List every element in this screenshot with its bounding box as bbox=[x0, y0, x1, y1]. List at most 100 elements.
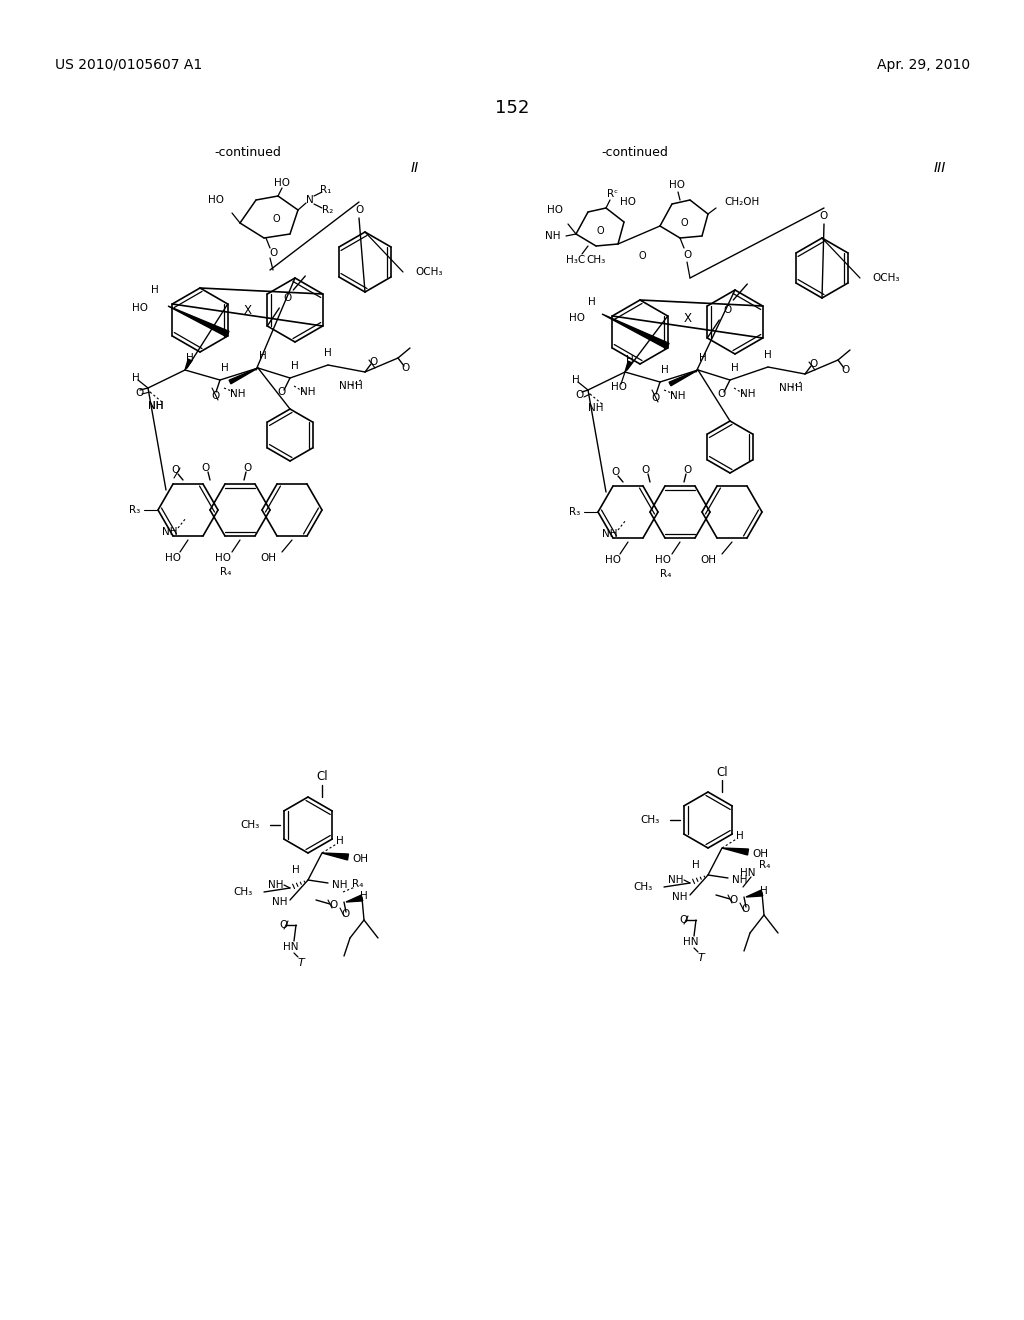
Text: O: O bbox=[575, 389, 584, 400]
Text: O: O bbox=[642, 465, 650, 475]
Text: O: O bbox=[820, 211, 828, 220]
Text: OCH₃: OCH₃ bbox=[872, 273, 899, 282]
Text: X: X bbox=[684, 312, 692, 325]
Text: O: O bbox=[651, 393, 659, 403]
Text: O: O bbox=[278, 387, 286, 397]
Text: H₃C: H₃C bbox=[566, 255, 586, 265]
Text: CH₃: CH₃ bbox=[587, 255, 605, 265]
Text: X: X bbox=[244, 304, 252, 317]
Text: NH: NH bbox=[545, 231, 560, 242]
Text: NH: NH bbox=[148, 401, 164, 411]
Text: HN: HN bbox=[284, 942, 299, 952]
Text: R₃: R₃ bbox=[568, 507, 580, 517]
Text: O: O bbox=[809, 359, 817, 370]
Text: O: O bbox=[244, 463, 252, 473]
Text: O: O bbox=[596, 226, 604, 236]
Text: NH: NH bbox=[588, 403, 604, 413]
Text: HO: HO bbox=[208, 195, 224, 205]
Text: NH: NH bbox=[148, 401, 164, 411]
Text: O: O bbox=[684, 465, 692, 475]
Text: H: H bbox=[186, 352, 194, 363]
Text: H: H bbox=[336, 836, 344, 846]
Text: II: II bbox=[411, 161, 419, 176]
Text: US 2010/0105607 A1: US 2010/0105607 A1 bbox=[55, 58, 203, 73]
Text: HO: HO bbox=[569, 313, 585, 323]
Text: H: H bbox=[731, 363, 739, 374]
Text: O: O bbox=[284, 293, 292, 304]
Text: CH₃: CH₃ bbox=[233, 887, 253, 898]
Text: H: H bbox=[662, 366, 669, 375]
Text: O: O bbox=[718, 389, 726, 399]
Text: R₄: R₄ bbox=[660, 569, 672, 579]
Text: H: H bbox=[795, 383, 803, 393]
Text: O: O bbox=[211, 391, 219, 401]
Text: HO: HO bbox=[669, 180, 685, 190]
Text: HO: HO bbox=[547, 205, 563, 215]
Text: -continued: -continued bbox=[215, 145, 282, 158]
Text: H: H bbox=[764, 350, 772, 360]
Text: H: H bbox=[736, 832, 743, 841]
Text: O: O bbox=[401, 363, 411, 374]
Polygon shape bbox=[229, 368, 258, 384]
Text: O: O bbox=[741, 904, 751, 913]
Text: H: H bbox=[692, 861, 699, 870]
Text: R₄: R₄ bbox=[220, 568, 231, 577]
Text: CH₃: CH₃ bbox=[241, 820, 260, 830]
Text: H: H bbox=[355, 381, 362, 391]
Text: NH: NH bbox=[272, 898, 288, 907]
Text: O: O bbox=[355, 205, 364, 215]
Text: Cl: Cl bbox=[716, 766, 728, 779]
Text: H: H bbox=[760, 886, 768, 896]
Text: H: H bbox=[292, 865, 300, 875]
Text: HO: HO bbox=[215, 553, 231, 564]
Text: H: H bbox=[572, 375, 580, 385]
Text: Cl: Cl bbox=[316, 771, 328, 784]
Text: O: O bbox=[723, 305, 731, 315]
Text: Rᶜ: Rᶜ bbox=[606, 189, 617, 199]
Text: O: O bbox=[136, 388, 144, 399]
Polygon shape bbox=[322, 853, 348, 859]
Text: NH: NH bbox=[339, 381, 354, 391]
Text: NH: NH bbox=[268, 880, 284, 890]
Text: R₄: R₄ bbox=[352, 879, 364, 888]
Text: NH: NH bbox=[672, 892, 688, 902]
Text: H: H bbox=[291, 360, 299, 371]
Text: O: O bbox=[638, 251, 646, 261]
Text: O: O bbox=[342, 909, 350, 919]
Text: NH: NH bbox=[602, 529, 617, 539]
Text: O: O bbox=[683, 249, 691, 260]
Text: OH: OH bbox=[352, 854, 368, 865]
Polygon shape bbox=[168, 306, 229, 337]
Text: NH: NH bbox=[669, 875, 684, 884]
Text: H: H bbox=[259, 351, 267, 360]
Text: NH: NH bbox=[300, 387, 315, 397]
Text: H: H bbox=[588, 297, 596, 308]
Text: NH: NH bbox=[162, 527, 178, 537]
Text: NH: NH bbox=[230, 389, 246, 399]
Text: -continued: -continued bbox=[601, 145, 669, 158]
Text: H: H bbox=[221, 363, 229, 374]
Text: H: H bbox=[152, 285, 159, 294]
Polygon shape bbox=[185, 359, 191, 370]
Text: HO: HO bbox=[605, 554, 621, 565]
Text: NH: NH bbox=[671, 391, 686, 401]
Text: O: O bbox=[272, 214, 280, 224]
Text: O: O bbox=[172, 465, 180, 475]
Text: CH₃: CH₃ bbox=[634, 882, 653, 892]
Text: H: H bbox=[699, 352, 707, 363]
Polygon shape bbox=[669, 370, 698, 385]
Text: R₃: R₃ bbox=[129, 506, 140, 515]
Text: N: N bbox=[306, 195, 314, 205]
Polygon shape bbox=[746, 890, 763, 898]
Text: O: O bbox=[330, 900, 338, 909]
Text: R₄: R₄ bbox=[760, 861, 771, 870]
Text: H: H bbox=[132, 374, 140, 383]
Text: CH₃: CH₃ bbox=[641, 814, 660, 825]
Text: O: O bbox=[680, 915, 688, 925]
Text: T: T bbox=[298, 958, 304, 968]
Text: R₁: R₁ bbox=[321, 185, 332, 195]
Text: H: H bbox=[325, 348, 332, 358]
Text: HO: HO bbox=[611, 381, 627, 392]
Text: OH: OH bbox=[700, 554, 716, 565]
Text: HO: HO bbox=[165, 553, 181, 564]
